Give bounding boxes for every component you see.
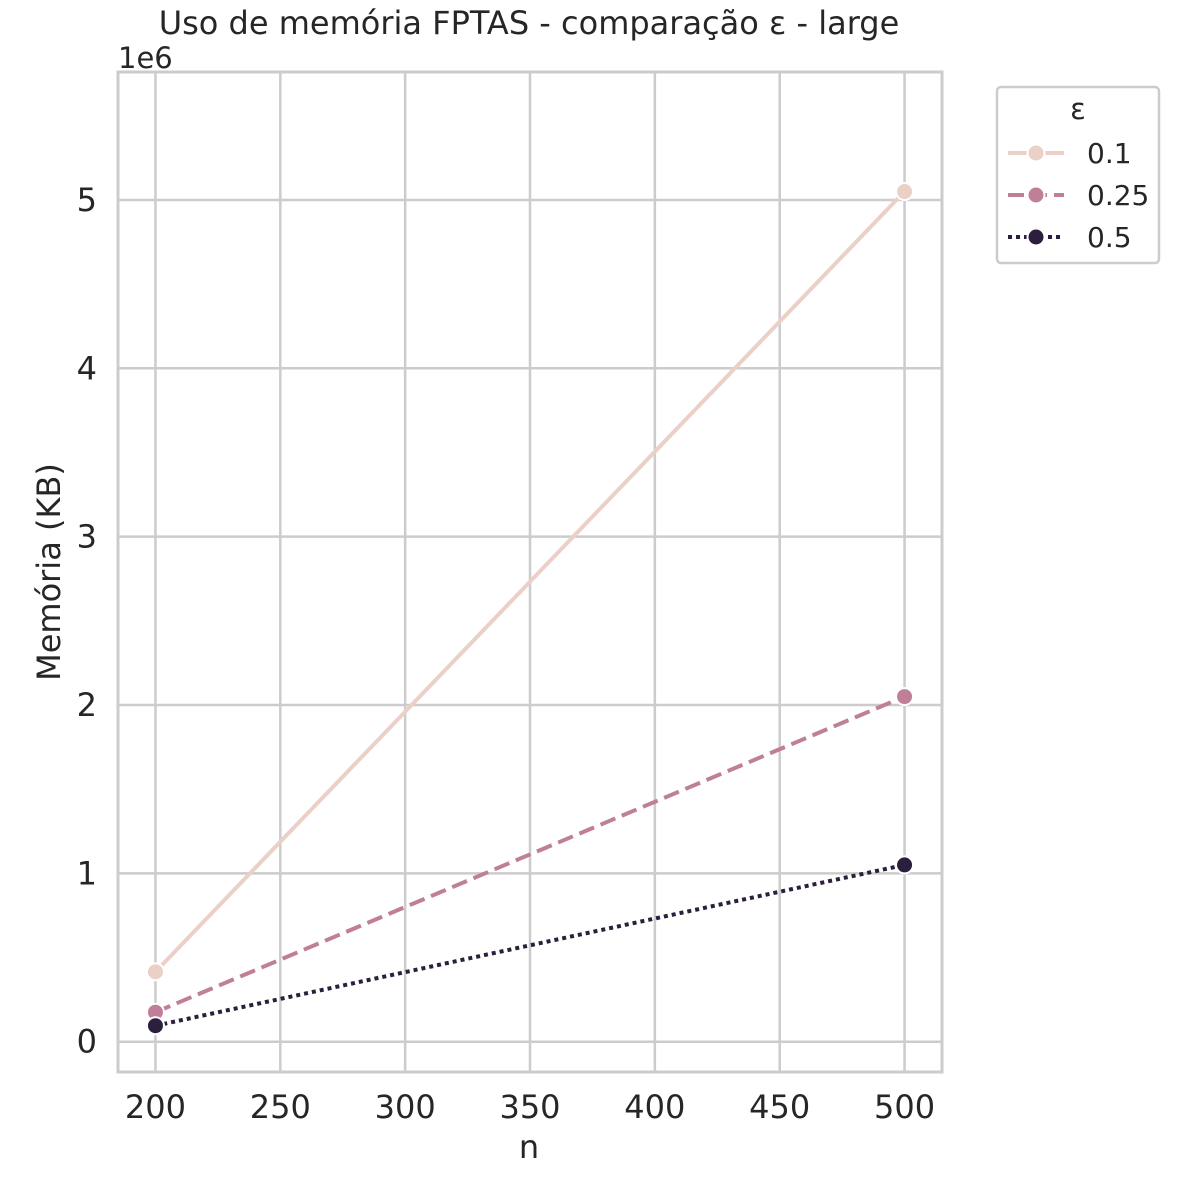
y-axis-label: Memória (KB) (30, 463, 68, 681)
legend-label: 0.1 (1087, 137, 1132, 170)
data-point (145, 962, 165, 982)
legend-swatch-marker (1026, 185, 1046, 205)
data-point (895, 687, 915, 707)
grid-layer (118, 72, 942, 1072)
y-tick-label: 2 (77, 686, 97, 724)
legend-label: 0.5 (1087, 221, 1132, 254)
series-layer (145, 182, 915, 1036)
series-line (154, 190, 906, 974)
y-tick-label: 3 (77, 518, 97, 556)
series-line (154, 694, 906, 1015)
chart-title: Uso de memória FPTAS - comparação ε - la… (159, 4, 900, 42)
y-tick-label: 1 (77, 854, 97, 892)
y-tick-labels: 0 1 2 3 4 5 (77, 181, 97, 1061)
legend-box (995, 85, 1161, 265)
x-tick-label: 200 (125, 1088, 186, 1126)
x-tick-label: 350 (499, 1088, 560, 1126)
legend-entries: 0.1 0.25 0.5 (1008, 137, 1149, 254)
data-point (145, 1016, 165, 1036)
legend-title: ε (1070, 92, 1086, 126)
x-tick-label: 300 (375, 1088, 436, 1126)
legend-swatch-marker (1026, 143, 1046, 163)
x-tick-label: 450 (749, 1088, 810, 1126)
x-tick-labels: 200 250 300 350 400 450 500 (125, 1088, 935, 1126)
y-tick-label: 5 (77, 181, 97, 219)
data-point (895, 182, 915, 202)
x-tick-label: 250 (250, 1088, 311, 1126)
y-tick-label: 4 (77, 349, 97, 387)
legend: ε 0.1 0.25 0.5 (995, 85, 1161, 265)
x-tick-label: 500 (874, 1088, 935, 1126)
data-point (895, 855, 915, 875)
x-tick-label: 400 (624, 1088, 685, 1126)
plot-frame (116, 70, 944, 1074)
legend-label: 0.25 (1087, 179, 1149, 212)
x-axis-label: n (519, 1128, 539, 1166)
y-tick-label: 0 (77, 1023, 97, 1061)
y-offset-label: 1e6 (118, 41, 173, 75)
legend-swatch-marker (1026, 227, 1046, 247)
